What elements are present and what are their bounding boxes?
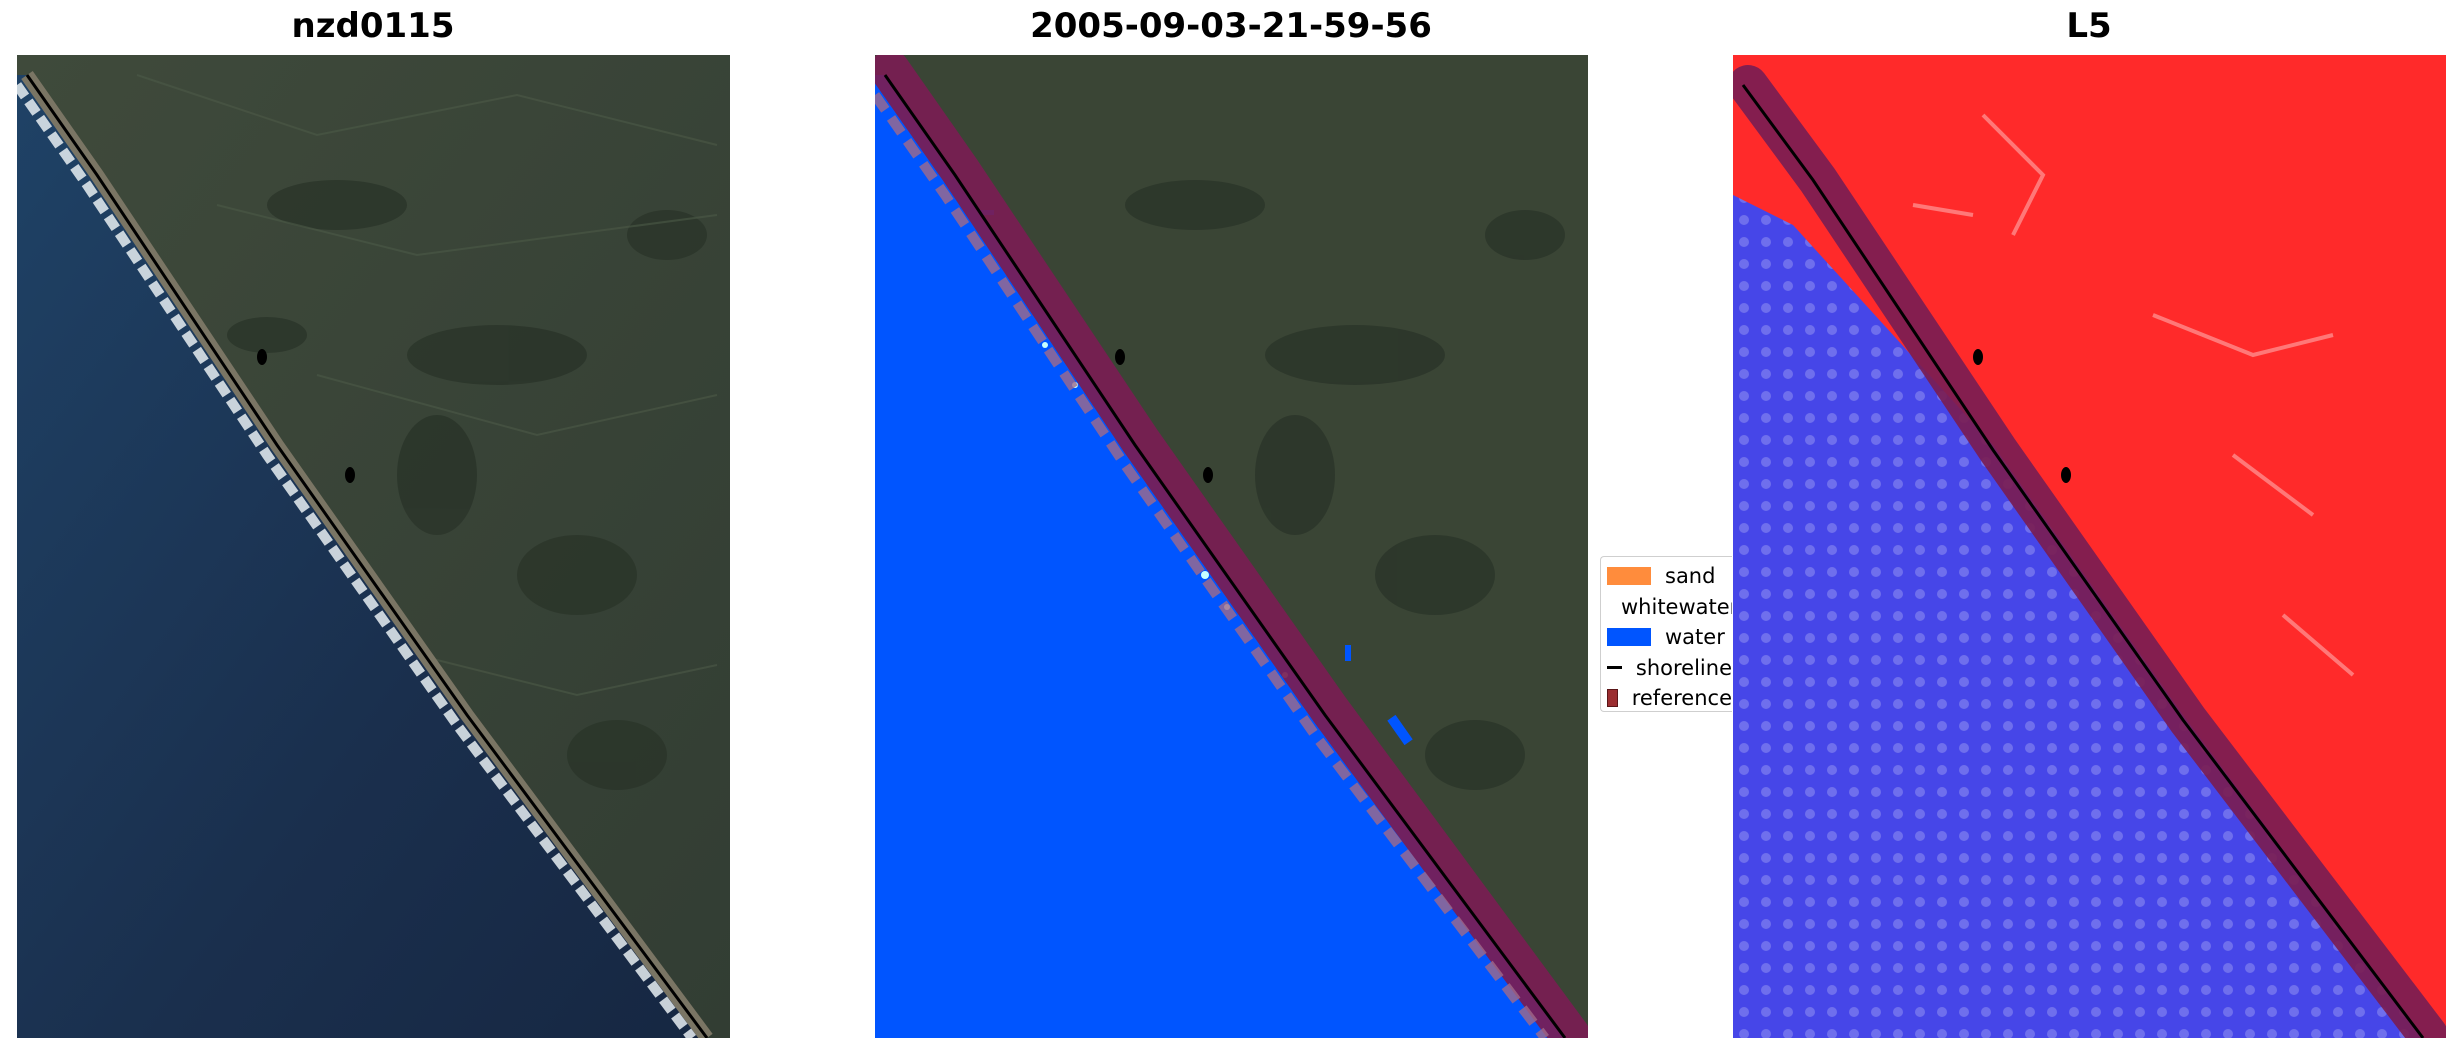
index-image-panel [1733, 55, 2446, 1038]
land-texture [227, 180, 707, 895]
panel-title-index: L5 [2066, 6, 2112, 46]
legend-label: sand [1665, 564, 1716, 589]
panel-title-classified: 2005-09-03-21-59-56 [1030, 6, 1432, 46]
index-image [1733, 55, 2446, 1038]
sand-swatch [1607, 567, 1651, 586]
shoreline [25, 74, 709, 1038]
legend-label: water [1665, 625, 1725, 650]
legend-item-whitewater: whitewater [1601, 592, 1732, 623]
legend-label: whitewater [1621, 594, 1732, 619]
classified-image [875, 55, 1588, 1038]
rgb-image [17, 55, 730, 1038]
legend-item-water: water [1601, 622, 1732, 653]
reference-swatch [1607, 689, 1618, 708]
rgb-image-panel [17, 55, 730, 1038]
reference-band [1733, 65, 2446, 1038]
legend-item-sand: sand [1601, 561, 1732, 592]
legend-label: shoreline [1635, 655, 1732, 680]
panel-title-rgb: nzd0115 [291, 6, 455, 46]
water-swatch [1607, 628, 1651, 647]
reference-band [875, 55, 1588, 1038]
shoreline [1741, 84, 2425, 1038]
shoreline-line [1607, 666, 1622, 670]
classified-image-panel [875, 55, 1588, 1038]
shoreline [883, 74, 1567, 1038]
legend-item-shoreline: shoreline [1601, 653, 1732, 684]
legend-label: reference [1631, 686, 1732, 711]
legend-item-reference: reference [1601, 683, 1732, 711]
legend: sand whitewater water shoreline referenc… [1600, 556, 1732, 712]
